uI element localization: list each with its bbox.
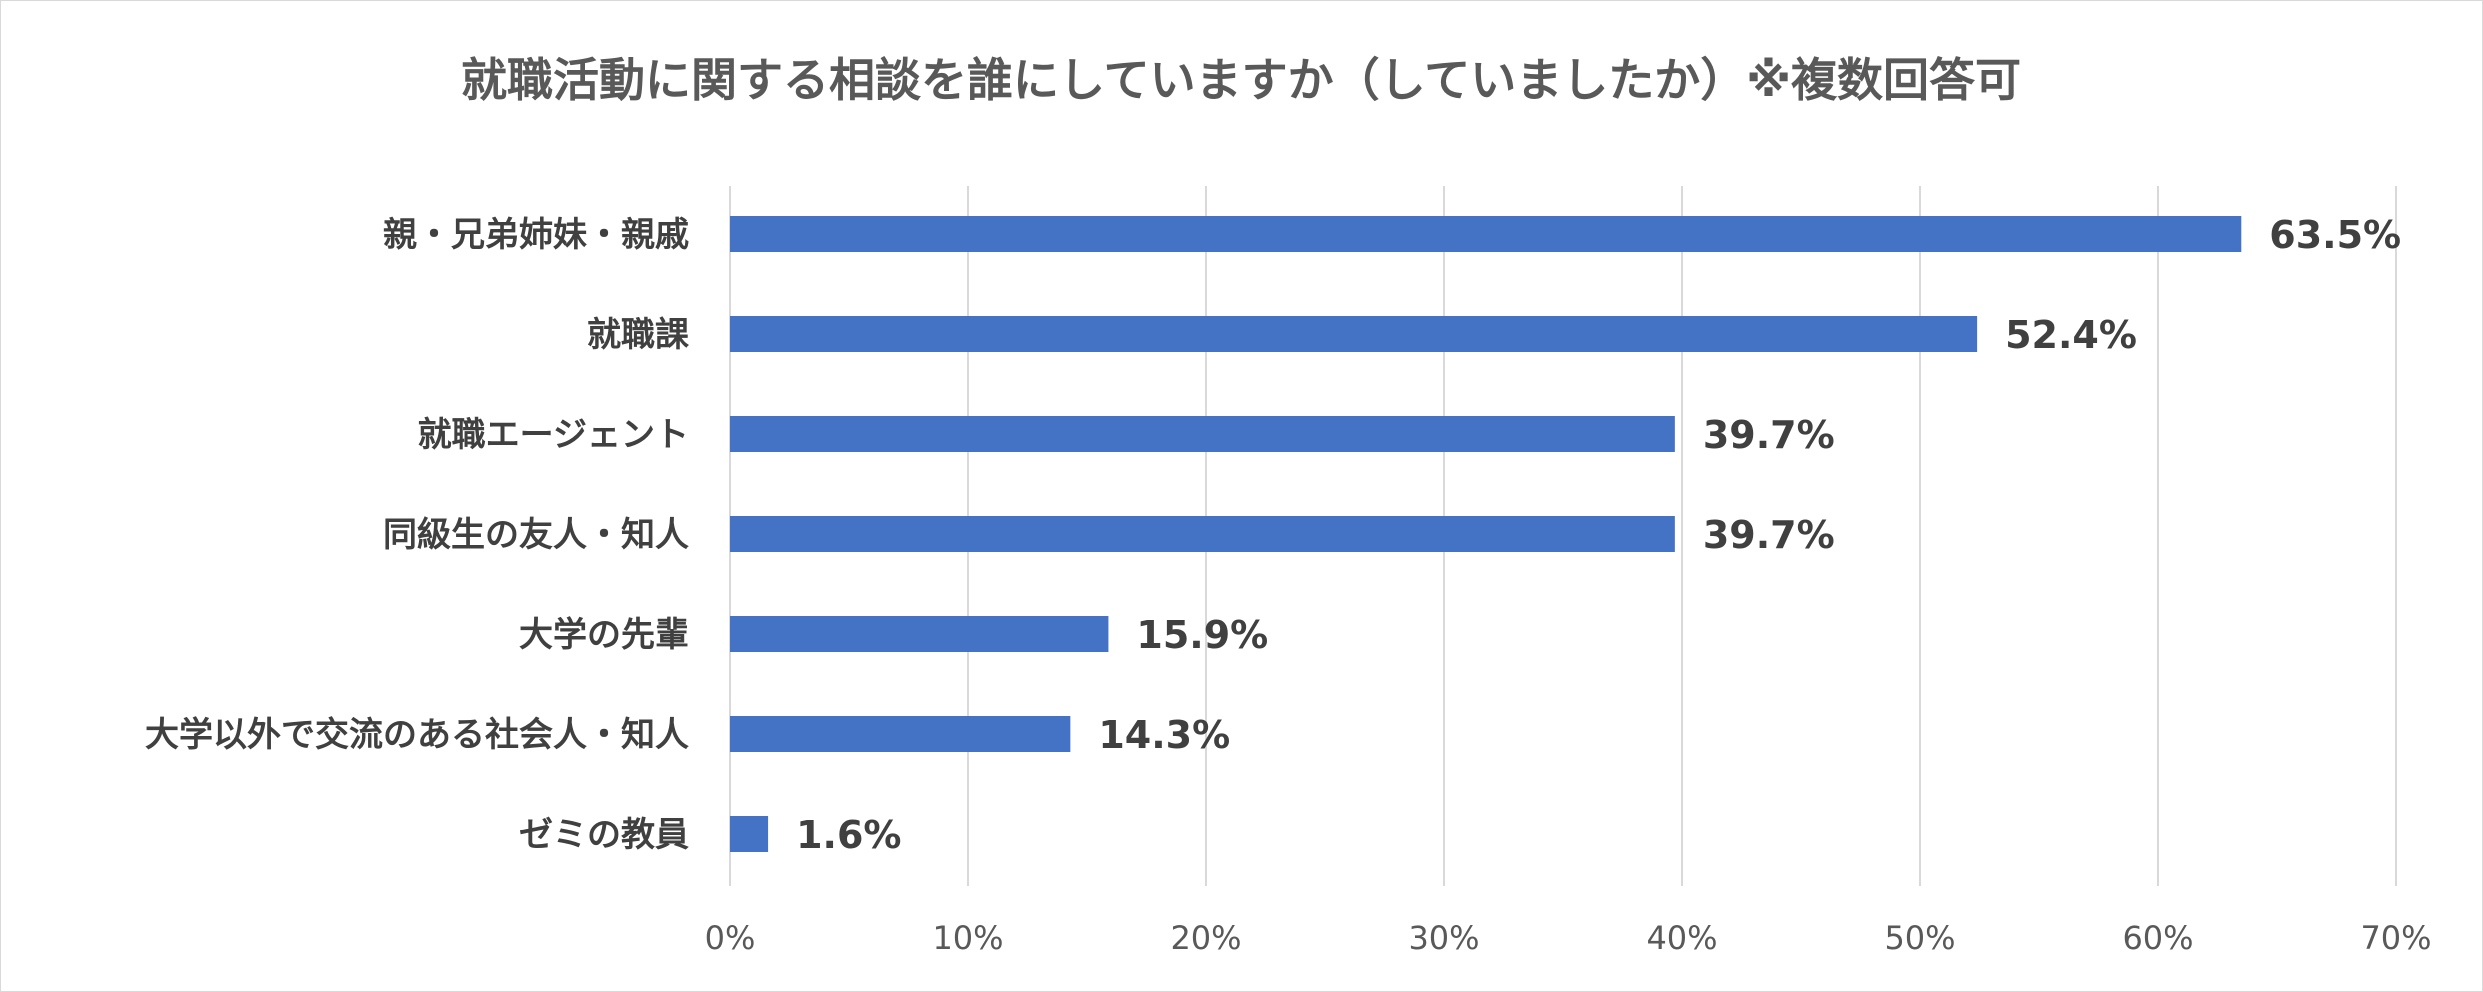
x-tick-label: 60% bbox=[2122, 919, 2193, 957]
bar bbox=[730, 816, 769, 852]
bar bbox=[730, 216, 2242, 252]
category-labels: 親・兄弟姉妹・親戚就職課就職エージェント同級生の友人・知人大学の先輩大学以外で交… bbox=[145, 215, 689, 855]
bar bbox=[730, 316, 1978, 352]
x-tick-label: 40% bbox=[1646, 919, 1717, 957]
data-label: 52.4% bbox=[2005, 313, 2137, 357]
category-label: 親・兄弟姉妹・親戚 bbox=[383, 215, 689, 255]
category-label: 大学以外で交流のある社会人・知人 bbox=[145, 715, 689, 755]
chart-title: 就職活動に関する相談を誰にしていますか（していましたか）※複数回答可 bbox=[461, 53, 2021, 107]
data-label: 39.7% bbox=[1703, 513, 1835, 557]
data-label: 63.5% bbox=[2269, 213, 2401, 257]
x-tick-label: 0% bbox=[705, 919, 756, 957]
data-label: 15.9% bbox=[1136, 613, 1268, 657]
bar bbox=[730, 716, 1071, 752]
category-label: ゼミの教員 bbox=[519, 815, 689, 855]
bar bbox=[730, 516, 1675, 552]
data-label: 1.6% bbox=[796, 813, 901, 857]
x-tick-label: 30% bbox=[1408, 919, 1479, 957]
category-label: 就職課 bbox=[587, 315, 689, 355]
category-label: 大学の先輩 bbox=[519, 615, 689, 655]
bar bbox=[730, 616, 1109, 652]
data-labels: 63.5% 52.4% 39.7% 39.7% 15.9% 14.3% 1.6% bbox=[796, 213, 2401, 857]
category-label: 同級生の友人・知人 bbox=[383, 515, 689, 555]
bars bbox=[730, 216, 2242, 852]
x-tick-label: 20% bbox=[1170, 919, 1241, 957]
category-label: 就職エージェント bbox=[418, 415, 689, 455]
x-tick-label: 50% bbox=[1884, 919, 1955, 957]
x-axis-tick-labels: 0% 10% 20% 30% 40% 50% 60% 70% bbox=[705, 919, 2432, 957]
x-tick-label: 70% bbox=[2360, 919, 2431, 957]
bar bbox=[730, 416, 1675, 452]
x-tick-label: 10% bbox=[932, 919, 1003, 957]
data-label: 14.3% bbox=[1098, 713, 1230, 757]
data-label: 39.7% bbox=[1703, 413, 1835, 457]
